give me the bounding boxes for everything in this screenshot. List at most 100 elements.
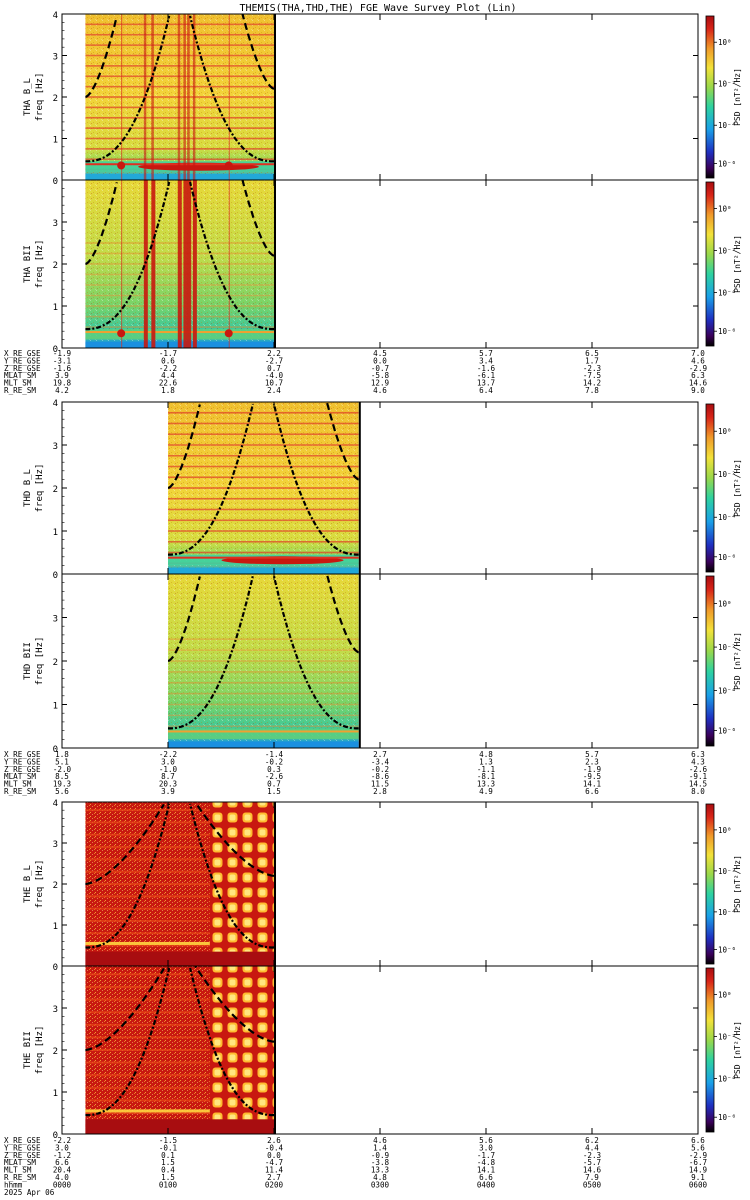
ephemeris-value: 14.9 <box>689 1166 708 1175</box>
ephemeris-value: 2.3 <box>585 757 599 766</box>
y-axis-probe-label: THA B_L <box>23 78 33 116</box>
harmonic-grid <box>209 966 274 1120</box>
ephemeris-value: 8.7 <box>161 772 175 781</box>
ephemeris-value: 13.7 <box>477 379 495 388</box>
ephemeris-value: 0.6 <box>161 356 175 365</box>
panel-the-bii: 0 1 2 3 THE BII freq [Hz] 10⁰ 10⁻² 10⁻⁴ 10⁻⁶ PSD [… <box>23 965 742 1141</box>
ephemeris-value: 6.3 <box>691 750 705 759</box>
ephemeris-value: 22.6 <box>159 379 178 388</box>
spectral-line <box>85 1086 210 1089</box>
ephemeris-value: -1.6 <box>53 364 72 373</box>
spectral-line <box>168 649 359 651</box>
spectral-line <box>168 540 359 543</box>
y-tick-label: 0 <box>53 963 58 973</box>
gyrofrequency-curve <box>168 575 254 730</box>
ephemeris-value: 5.6 <box>55 787 69 796</box>
gyrofrequency-curve <box>168 403 254 556</box>
ephemeris-value: -1.4 <box>265 750 284 759</box>
ephemeris-value: 6.3 <box>691 371 705 380</box>
ephemeris-value: 6.2 <box>585 1136 599 1145</box>
gyrofrequency-curve <box>85 967 165 1052</box>
spectrogram-panels: 0 1 2 3 4 THA B_L freq [Hz] 10⁰ 10⁻² 10⁻⁴ 10⁻⁶ PSD … <box>23 11 742 1141</box>
y-tick-label: 4 <box>53 11 58 21</box>
spectral-line <box>85 883 210 885</box>
ephemeris-value: 1.4 <box>373 1143 387 1152</box>
colorbar-tick-label: 10⁻⁶ <box>718 159 736 168</box>
ephemeris-value: 9.0 <box>691 386 705 395</box>
spectral-line <box>85 973 210 976</box>
ephemeris-value: 3.4 <box>479 356 493 365</box>
colorbar-tick-label: 10⁻⁴ <box>718 513 736 522</box>
y-tick-label: 3 <box>53 219 58 229</box>
spectral-line <box>168 476 359 479</box>
colorbar-label: PSD [nT²/Hz] <box>733 459 742 517</box>
gyrofrequency-curve <box>85 16 118 99</box>
colorbar-tick-label: 10⁻⁴ <box>718 687 736 696</box>
ephemeris-value: -5.8 <box>371 371 390 380</box>
ephemeris-value: 1.3 <box>479 757 493 766</box>
gyrofrequency-curve <box>85 15 171 163</box>
ephemeris-value: -1.7 <box>477 1151 495 1160</box>
spectral-line <box>168 519 359 522</box>
ephemeris-value: 4.2 <box>55 386 69 395</box>
colorbar-tick-label: 10⁻⁶ <box>718 1113 736 1122</box>
spectrogram-image <box>85 966 274 1134</box>
ephemeris-row-label: Y_RE_GSE <box>4 757 41 766</box>
burst-peak <box>117 161 126 170</box>
colorbar-tick-label: 10⁻² <box>718 247 736 256</box>
ephemeris-value: 1.8 <box>55 750 69 759</box>
ephemeris-value: 4.4 <box>161 371 175 380</box>
low-frequency-band <box>168 741 359 748</box>
panel-frame <box>61 401 699 575</box>
y-tick-label: 3 <box>53 53 58 63</box>
spectral-line <box>85 1099 210 1102</box>
ephemeris-value: -0.2 <box>265 757 283 766</box>
gyrofrequency-curve <box>189 967 274 1117</box>
gyrofrequency-curve <box>272 403 359 556</box>
spectral-line <box>85 1061 210 1064</box>
y-tick-label: 3 <box>53 442 58 452</box>
ephemeris-value: 6.6 <box>691 1136 705 1145</box>
ephemeris-row-label: Z_RE_GSE <box>4 364 41 373</box>
ephemeris-row-label: X_RE_GSE <box>4 1136 41 1145</box>
ephemeris-value: 4.0 <box>55 1173 69 1182</box>
ephemeris-value: -2.9 <box>689 364 708 373</box>
y-tick-label: 0 <box>53 177 58 187</box>
ephemeris-the: X_RE_GSE -2.2 -1.5 2.6 4.6 5.6 6.2 6.6 Y_RE_GSE 3… <box>4 1136 708 1197</box>
spectral-line <box>168 465 359 468</box>
ephemeris-value: 3.0 <box>161 757 175 766</box>
panel-frame <box>61 573 699 749</box>
ephemeris-row-label: MLAT_SM <box>4 371 36 380</box>
burst-stripe <box>183 14 186 180</box>
gyrofrequency-curve <box>85 182 118 266</box>
ephemeris-value: -9.1 <box>689 772 708 781</box>
ephemeris-value: 4.4 <box>585 1143 599 1152</box>
ephemeris-value: -1.9 <box>53 349 72 358</box>
ephemeris-value: -3.4 <box>371 757 390 766</box>
ephemeris-row-label: R_RE_SM <box>4 787 36 796</box>
ephemeris-value: 0.0 <box>267 1151 281 1160</box>
spectral-line <box>168 638 359 641</box>
ephemeris-row-label: MLAT_SM <box>4 772 36 781</box>
ephemeris-value: 1.7 <box>585 356 599 365</box>
spectral-line <box>168 703 359 706</box>
ephemeris-row-label: MLT_SM <box>4 379 32 388</box>
ephemeris-value: 0600 <box>689 1180 708 1189</box>
gyrofrequency-curve <box>168 404 201 490</box>
ephemeris-row-label: Z_RE_GSE <box>4 765 41 774</box>
low-frequency-band <box>85 1119 274 1134</box>
burst-stripe <box>121 180 123 348</box>
ephemeris-value: -1.7 <box>159 349 177 358</box>
ephemeris-value: 7.0 <box>691 349 705 358</box>
y-axis-probe-label: THD BII <box>23 642 33 680</box>
spectral-line <box>85 1011 210 1014</box>
spectral-line <box>85 907 210 910</box>
colorbar-tick-label: 10⁻² <box>718 80 736 89</box>
gyrofrequency-curve <box>194 802 274 877</box>
ephemeris-value: 6.6 <box>585 787 599 796</box>
colorbar-tick-label: 10⁻⁴ <box>718 1075 736 1084</box>
ephemeris-value: 1.5 <box>161 1173 175 1182</box>
spectral-line <box>85 1112 210 1114</box>
spectrogram-noise <box>168 574 359 748</box>
ephemeris-value: 2.6 <box>267 1136 281 1145</box>
